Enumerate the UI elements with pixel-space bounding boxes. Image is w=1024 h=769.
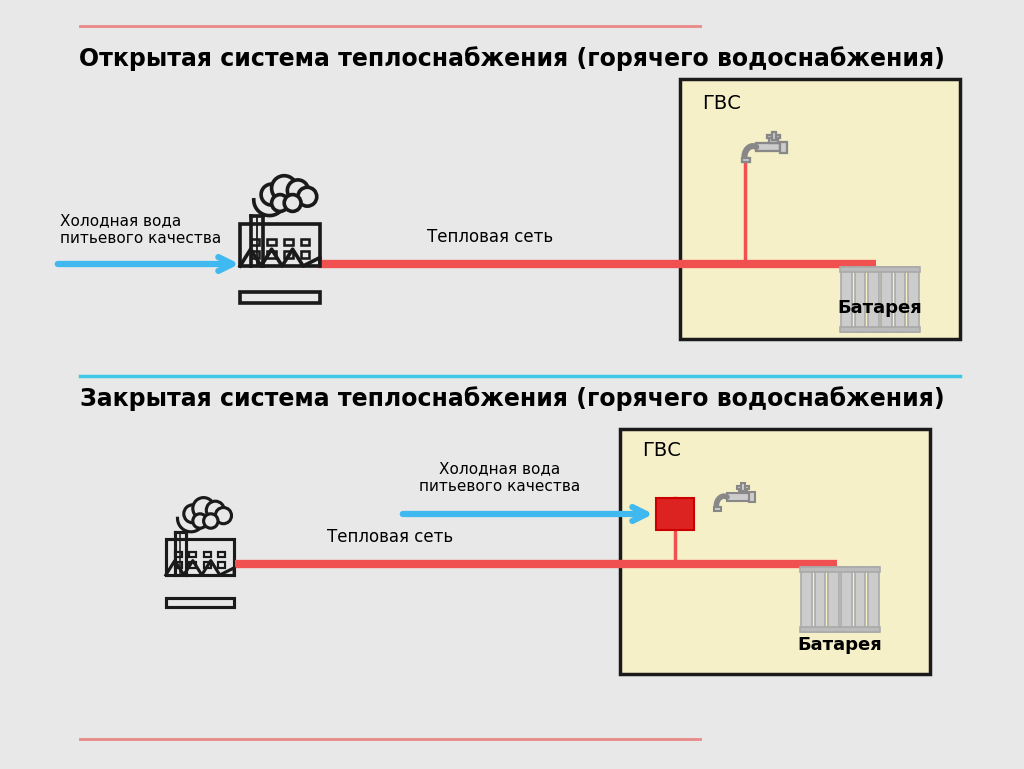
Bar	[175, 551, 182, 557]
Text: Тепловая сеть: Тепловая сеть	[327, 528, 453, 546]
Bar	[769, 138, 778, 142]
Bar	[656, 498, 694, 530]
Circle shape	[204, 514, 218, 528]
Bar	[855, 567, 865, 631]
Bar	[840, 267, 920, 271]
Bar	[841, 567, 852, 631]
Bar	[868, 267, 879, 331]
Bar	[189, 562, 197, 568]
Bar	[166, 598, 234, 607]
Circle shape	[193, 514, 207, 528]
Circle shape	[285, 195, 301, 211]
Circle shape	[215, 508, 231, 524]
Bar	[204, 551, 211, 557]
Bar	[218, 562, 225, 568]
Bar	[868, 567, 879, 631]
Circle shape	[271, 175, 297, 201]
Bar	[841, 267, 852, 331]
Circle shape	[298, 187, 316, 206]
Bar	[840, 327, 920, 331]
Bar	[756, 142, 780, 151]
Text: ГВС: ГВС	[642, 441, 681, 460]
Bar	[620, 429, 930, 674]
Circle shape	[271, 195, 289, 211]
Bar	[742, 158, 750, 162]
Circle shape	[206, 501, 224, 519]
Bar	[827, 567, 839, 631]
Bar	[251, 238, 259, 245]
Circle shape	[183, 504, 202, 523]
Text: Открытая система теплоснабжения (горячего водоснабжения): Открытая система теплоснабжения (горячег…	[79, 47, 945, 72]
Text: Закрытая система теплоснабжения (горячего водоснабжения): Закрытая система теплоснабжения (горячег…	[80, 387, 944, 411]
Bar	[741, 483, 745, 491]
Text: Холодная вода
питьевого качества: Холодная вода питьевого качества	[60, 214, 221, 246]
Bar	[780, 141, 787, 152]
Bar	[908, 267, 919, 331]
Bar	[301, 251, 309, 258]
Bar	[814, 567, 825, 631]
Bar	[301, 238, 309, 245]
Bar	[240, 292, 319, 303]
Bar	[882, 267, 892, 331]
Bar	[285, 251, 293, 258]
Bar	[855, 267, 865, 331]
Bar	[680, 79, 961, 339]
Bar	[189, 551, 197, 557]
Bar	[267, 238, 275, 245]
Text: Батарея: Батарея	[798, 636, 883, 654]
Bar	[800, 627, 880, 631]
Bar	[727, 493, 749, 501]
Bar	[267, 251, 275, 258]
Bar	[714, 507, 721, 511]
Circle shape	[261, 184, 282, 205]
Bar	[767, 135, 780, 138]
Circle shape	[193, 498, 214, 519]
Circle shape	[288, 180, 308, 201]
Bar	[800, 567, 880, 571]
Bar	[749, 492, 755, 502]
Text: Батарея: Батарея	[838, 299, 923, 317]
Bar	[175, 562, 182, 568]
Text: Холодная вода
питьевого качества: Холодная вода питьевого качества	[420, 461, 581, 494]
Bar	[739, 489, 746, 493]
Bar	[240, 224, 319, 266]
Bar	[285, 238, 293, 245]
Bar	[251, 251, 259, 258]
Bar	[166, 539, 234, 575]
Bar	[895, 267, 905, 331]
Bar	[801, 567, 812, 631]
Bar	[218, 551, 225, 557]
Bar	[772, 131, 776, 141]
Bar	[204, 562, 211, 568]
Text: Тепловая сеть: Тепловая сеть	[427, 228, 553, 246]
Text: ГВС: ГВС	[702, 94, 741, 113]
Bar	[737, 486, 749, 489]
